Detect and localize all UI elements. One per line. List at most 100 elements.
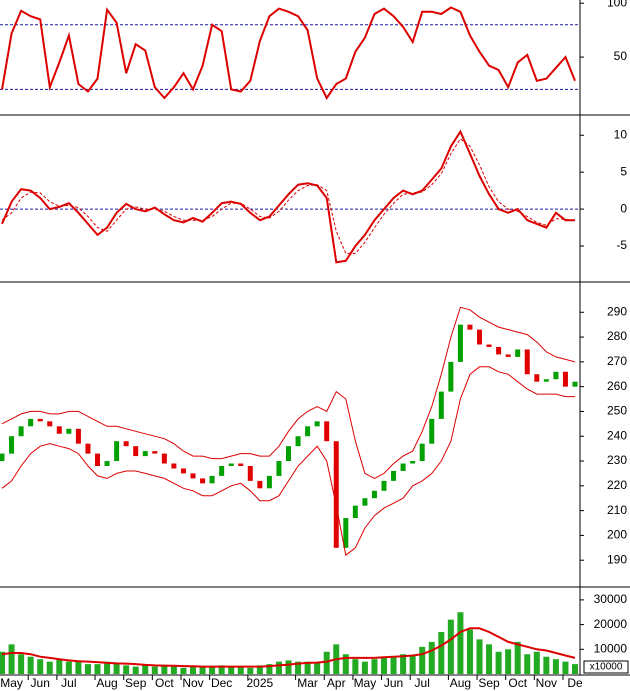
candle <box>0 453 5 462</box>
volume-bar <box>256 665 263 674</box>
volume-bar <box>381 657 387 674</box>
candle <box>314 421 320 427</box>
candle <box>343 518 349 548</box>
x-tick-label: Mar <box>297 676 318 690</box>
y-tick-label: 290 <box>607 304 627 318</box>
volume-bar <box>56 659 63 674</box>
volume-bar <box>552 659 559 674</box>
x-tick-label: Oct <box>508 676 527 690</box>
volume-bar <box>275 661 282 674</box>
volume-bar <box>104 661 111 674</box>
candle <box>515 349 521 357</box>
x-tick-label: Nov <box>536 676 557 690</box>
y-tick-label: 190 <box>607 552 627 566</box>
candle <box>371 490 377 499</box>
y-tick-label: 220 <box>607 478 627 492</box>
candle <box>85 443 91 454</box>
y-tick-label: 0 <box>620 201 627 215</box>
volume-bar <box>18 654 25 674</box>
volume-bar <box>361 661 368 674</box>
candle <box>95 453 100 466</box>
candle <box>572 381 578 387</box>
volume-bar <box>562 661 569 674</box>
candle <box>142 451 148 457</box>
candle <box>9 436 15 454</box>
y-tick-label: 270 <box>607 354 627 368</box>
volume-bar <box>113 662 120 674</box>
volume-bar <box>94 664 101 674</box>
volume-bar <box>572 664 578 674</box>
volume-bar <box>390 656 397 674</box>
candle <box>75 428 81 444</box>
candle <box>543 379 549 382</box>
volume-bar <box>400 654 407 674</box>
x-tick-label: Apr <box>327 676 346 690</box>
candle <box>324 421 330 442</box>
candle <box>266 475 272 489</box>
candle <box>448 361 454 392</box>
candle <box>161 453 167 464</box>
y-tick-label: 100 <box>607 0 627 9</box>
volume-bar <box>8 644 15 674</box>
unit-label: x10000 <box>590 662 623 673</box>
volume-bar <box>142 665 149 674</box>
volume-bar <box>218 665 225 674</box>
candle <box>410 461 416 464</box>
volume-bar <box>190 666 196 674</box>
volume-bar <box>209 666 216 674</box>
volume-bar <box>486 644 493 674</box>
volume-bar <box>514 641 521 674</box>
y-tick-label: 280 <box>607 329 627 343</box>
candle <box>400 463 406 471</box>
y-tick-label: 50 <box>614 49 628 63</box>
candle <box>457 324 463 362</box>
x-tick-label: Jul <box>61 676 76 690</box>
y-tick-label: 200 <box>607 528 627 542</box>
volume-bar <box>237 666 244 674</box>
volume-bar <box>180 667 187 674</box>
candle <box>467 324 473 330</box>
volume-bar <box>409 655 416 674</box>
x-tick-label: May <box>0 676 23 690</box>
volume-bar <box>543 656 550 674</box>
volume-bar <box>266 664 273 674</box>
candle <box>391 470 397 481</box>
volume-bar <box>314 662 321 674</box>
candle <box>438 391 444 419</box>
x-tick-label: Aug <box>450 676 471 690</box>
volume-bar <box>65 661 72 674</box>
y-tick-label: 240 <box>607 428 627 442</box>
line <box>1 306 576 479</box>
x-tick-label: Dec <box>211 676 232 690</box>
candle <box>180 468 186 474</box>
y-tick-label: 30000 <box>594 592 628 606</box>
line <box>1 6 576 100</box>
volume-bar <box>304 661 311 674</box>
y-tick-label: 10000 <box>594 641 628 655</box>
candle <box>505 354 511 357</box>
x-tick-label: Jul <box>415 676 430 690</box>
line <box>1 627 576 668</box>
x-tick-label: Aug <box>96 676 117 690</box>
volume-bar <box>371 659 378 674</box>
volume-bar <box>476 639 483 674</box>
candle <box>247 465 253 481</box>
candle <box>534 374 540 382</box>
volume-bar <box>495 651 502 674</box>
volume-bar <box>505 649 512 674</box>
candle <box>486 344 492 347</box>
candle <box>171 463 177 469</box>
volume-bar <box>285 660 292 674</box>
volume-bar <box>457 612 464 674</box>
volume-bar <box>46 661 53 674</box>
volume-bar <box>0 651 5 674</box>
line <box>1 129 575 264</box>
volume-bar <box>199 666 206 674</box>
candle <box>190 473 196 479</box>
y-tick-label: 5 <box>620 164 627 178</box>
x-tick-label: Oct <box>155 676 174 690</box>
volume-bar <box>247 667 254 674</box>
volume-bar <box>524 654 531 674</box>
y-tick-label: 260 <box>607 379 627 393</box>
volume-bar <box>84 664 91 674</box>
